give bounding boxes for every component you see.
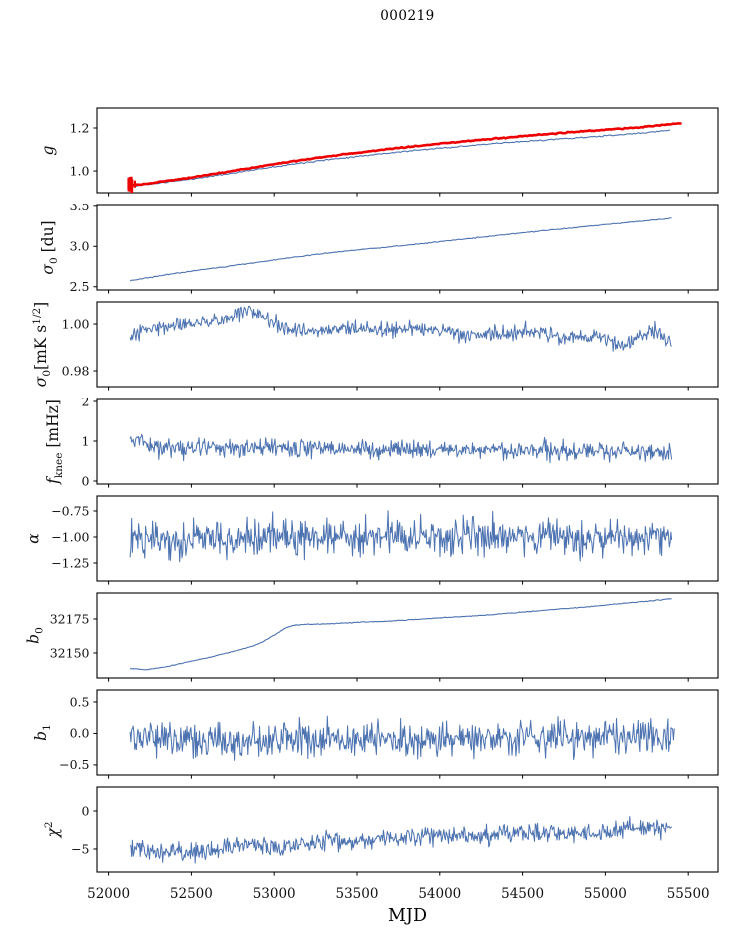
panel-sigma0-du: 2.5 3.0 3.5 σ0 [du] <box>39 204 719 294</box>
y-tick-label: 32150 <box>50 645 90 660</box>
series-b0-baseline <box>129 598 672 671</box>
y-tick-label: 3.5 <box>70 204 90 213</box>
axes-frame-chi2 <box>96 786 719 873</box>
y-tick-label: 0 <box>82 803 90 818</box>
axes-frame-b0 <box>96 592 719 679</box>
y-tick-label: 1.00 <box>62 316 90 331</box>
y-tick-label: 0 <box>82 473 90 488</box>
axes-frame-b1 <box>96 689 719 776</box>
x-tick-label: 52000 <box>87 886 130 902</box>
x-tick-label: 54500 <box>501 886 544 902</box>
panel-b1: −0.5 0.0 0.5 b1 <box>32 689 719 779</box>
y-axis-label-alpha: α <box>25 533 43 544</box>
panel-chi2: −5 0 χ2 <box>43 786 719 876</box>
y-tick-label: 1.0 <box>70 163 90 178</box>
y-axis-label-b0: b0 <box>25 627 46 644</box>
y-tick-label: 3.0 <box>70 239 90 254</box>
x-axis-label: MJD <box>388 906 427 926</box>
x-tick-label: 53000 <box>253 886 296 902</box>
y-axis-label-fknee: fknee [mHz] <box>44 399 65 485</box>
axes-frame-fknee <box>96 398 719 485</box>
x-tick-label: 55000 <box>584 886 627 902</box>
y-tick-label: 0.98 <box>62 363 90 378</box>
axes-frame-alpha <box>96 495 719 582</box>
y-tick-label: −5 <box>71 841 89 856</box>
y-tick-label: 1.2 <box>70 120 90 135</box>
y-tick-label: 2 <box>82 398 90 408</box>
x-tick-label: 52500 <box>170 886 213 902</box>
errorbar-cluster <box>127 176 136 193</box>
panel-g: 1.0 1.2 g <box>39 107 719 197</box>
x-tick-label: 53500 <box>336 886 379 902</box>
y-axis-label-chi2: χ2 <box>43 821 62 838</box>
y-axis-label-sigma0-du: σ0 [du] <box>39 220 60 274</box>
series-b1-slope <box>129 715 676 761</box>
series-sigma0-mK <box>129 305 672 352</box>
y-axis-label-g: g <box>39 145 57 155</box>
axes-frame-sigma0-du <box>96 204 719 291</box>
y-axis-label-b1: b1 <box>32 724 53 741</box>
y-tick-label: −1.00 <box>51 529 89 544</box>
series-alpha <box>129 510 673 563</box>
series-sigma0-du <box>129 217 672 282</box>
y-axis-label-sigma0-mK: σ0[mK s1/2] <box>31 302 53 387</box>
y-tick-label: 0.0 <box>70 726 90 741</box>
y-tick-label: −1.25 <box>51 555 89 570</box>
panels-stack: 1.0 1.2 g 2.5 3.0 3.5 σ0 [du] 0.98 1.00 σ0[mK s… <box>0 107 729 883</box>
x-axis-tick-labels: 52000 52500 53000 53500 54000 54500 55000 55500 <box>87 886 710 902</box>
y-tick-label: 32175 <box>50 611 90 626</box>
series-chi2 <box>129 815 673 864</box>
panel-b0: 32150 32175 b0 <box>25 592 719 682</box>
axes-frame-sigma0-mK <box>96 301 719 388</box>
series-g-gain-fit <box>130 129 671 187</box>
figure-title: 000219 <box>380 8 435 24</box>
x-tick-label: 55500 <box>667 886 710 902</box>
x-tick-label: 54000 <box>418 886 461 902</box>
axes-frame-g <box>96 107 719 194</box>
y-tick-label: −0.75 <box>51 503 89 518</box>
series-g-gain-smooth <box>130 122 682 188</box>
y-tick-label: 0.5 <box>70 694 90 709</box>
series-fknee <box>129 433 673 464</box>
panel-alpha: −1.25 −1.00 −0.75 α <box>25 495 719 585</box>
panel-sigma0-mK: 0.98 1.00 σ0[mK s1/2] <box>31 301 719 391</box>
y-tick-label: 2.5 <box>70 279 90 294</box>
panel-fknee: 0 1 2 fknee [mHz] <box>44 398 719 488</box>
y-tick-label: −0.5 <box>59 757 89 772</box>
y-tick-label: 1 <box>82 433 90 448</box>
